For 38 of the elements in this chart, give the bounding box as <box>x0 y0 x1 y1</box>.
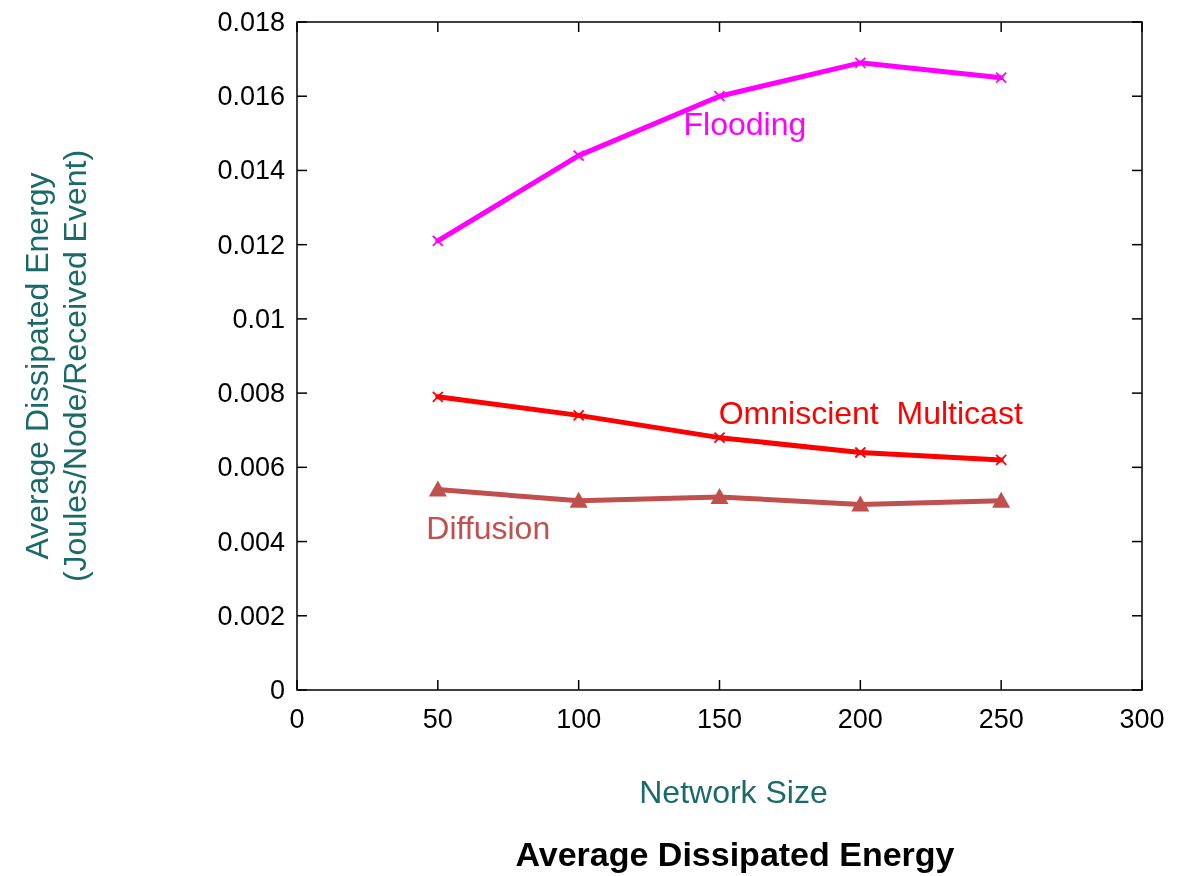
text: Average Dissipated Energy <box>515 835 955 873</box>
point <box>851 495 870 512</box>
point <box>572 149 585 162</box>
x-tick-label: 200 <box>837 704 883 734</box>
x-tick-label: 150 <box>696 704 743 734</box>
y-tick-label: 0.01 <box>232 303 285 334</box>
point <box>995 71 1008 84</box>
point <box>710 488 729 505</box>
y-tick-label: 0 <box>269 675 285 705</box>
x-tick-label: 250 <box>978 704 1024 734</box>
series-label: Diffusion <box>426 510 551 547</box>
y-tick-label: 0.006 <box>217 452 285 483</box>
series-label: Omniscient Multicast <box>718 395 1023 432</box>
point <box>713 90 726 103</box>
point <box>995 454 1008 466</box>
x-tick-label: 50 <box>422 704 453 734</box>
point <box>572 409 585 422</box>
point <box>431 390 444 403</box>
point <box>569 491 588 508</box>
x-tick-label: 300 <box>1119 704 1165 734</box>
series-label: Flooding <box>683 105 807 142</box>
point <box>431 235 444 247</box>
y-tick-label: 0.002 <box>217 600 285 631</box>
x-tick-label: 0 <box>289 704 305 734</box>
y-axis-title: Average Dissipated Energy (Joules/Node/Received Event) <box>19 149 93 583</box>
y-tick-label: 0.016 <box>217 81 285 112</box>
x-axis-title: Network Size <box>639 774 828 810</box>
y-tick-label: 0.012 <box>217 229 285 260</box>
point <box>992 491 1011 508</box>
point <box>854 56 867 69</box>
point <box>428 480 447 497</box>
y-tick-label: 0.018 <box>217 7 285 37</box>
x-tick-label: 100 <box>556 704 602 734</box>
y-tick-label: 0.004 <box>217 526 285 557</box>
point <box>713 431 726 444</box>
point <box>854 446 867 459</box>
y-tick-label: 0.008 <box>217 378 285 409</box>
y-tick-label: 0.014 <box>217 155 285 186</box>
